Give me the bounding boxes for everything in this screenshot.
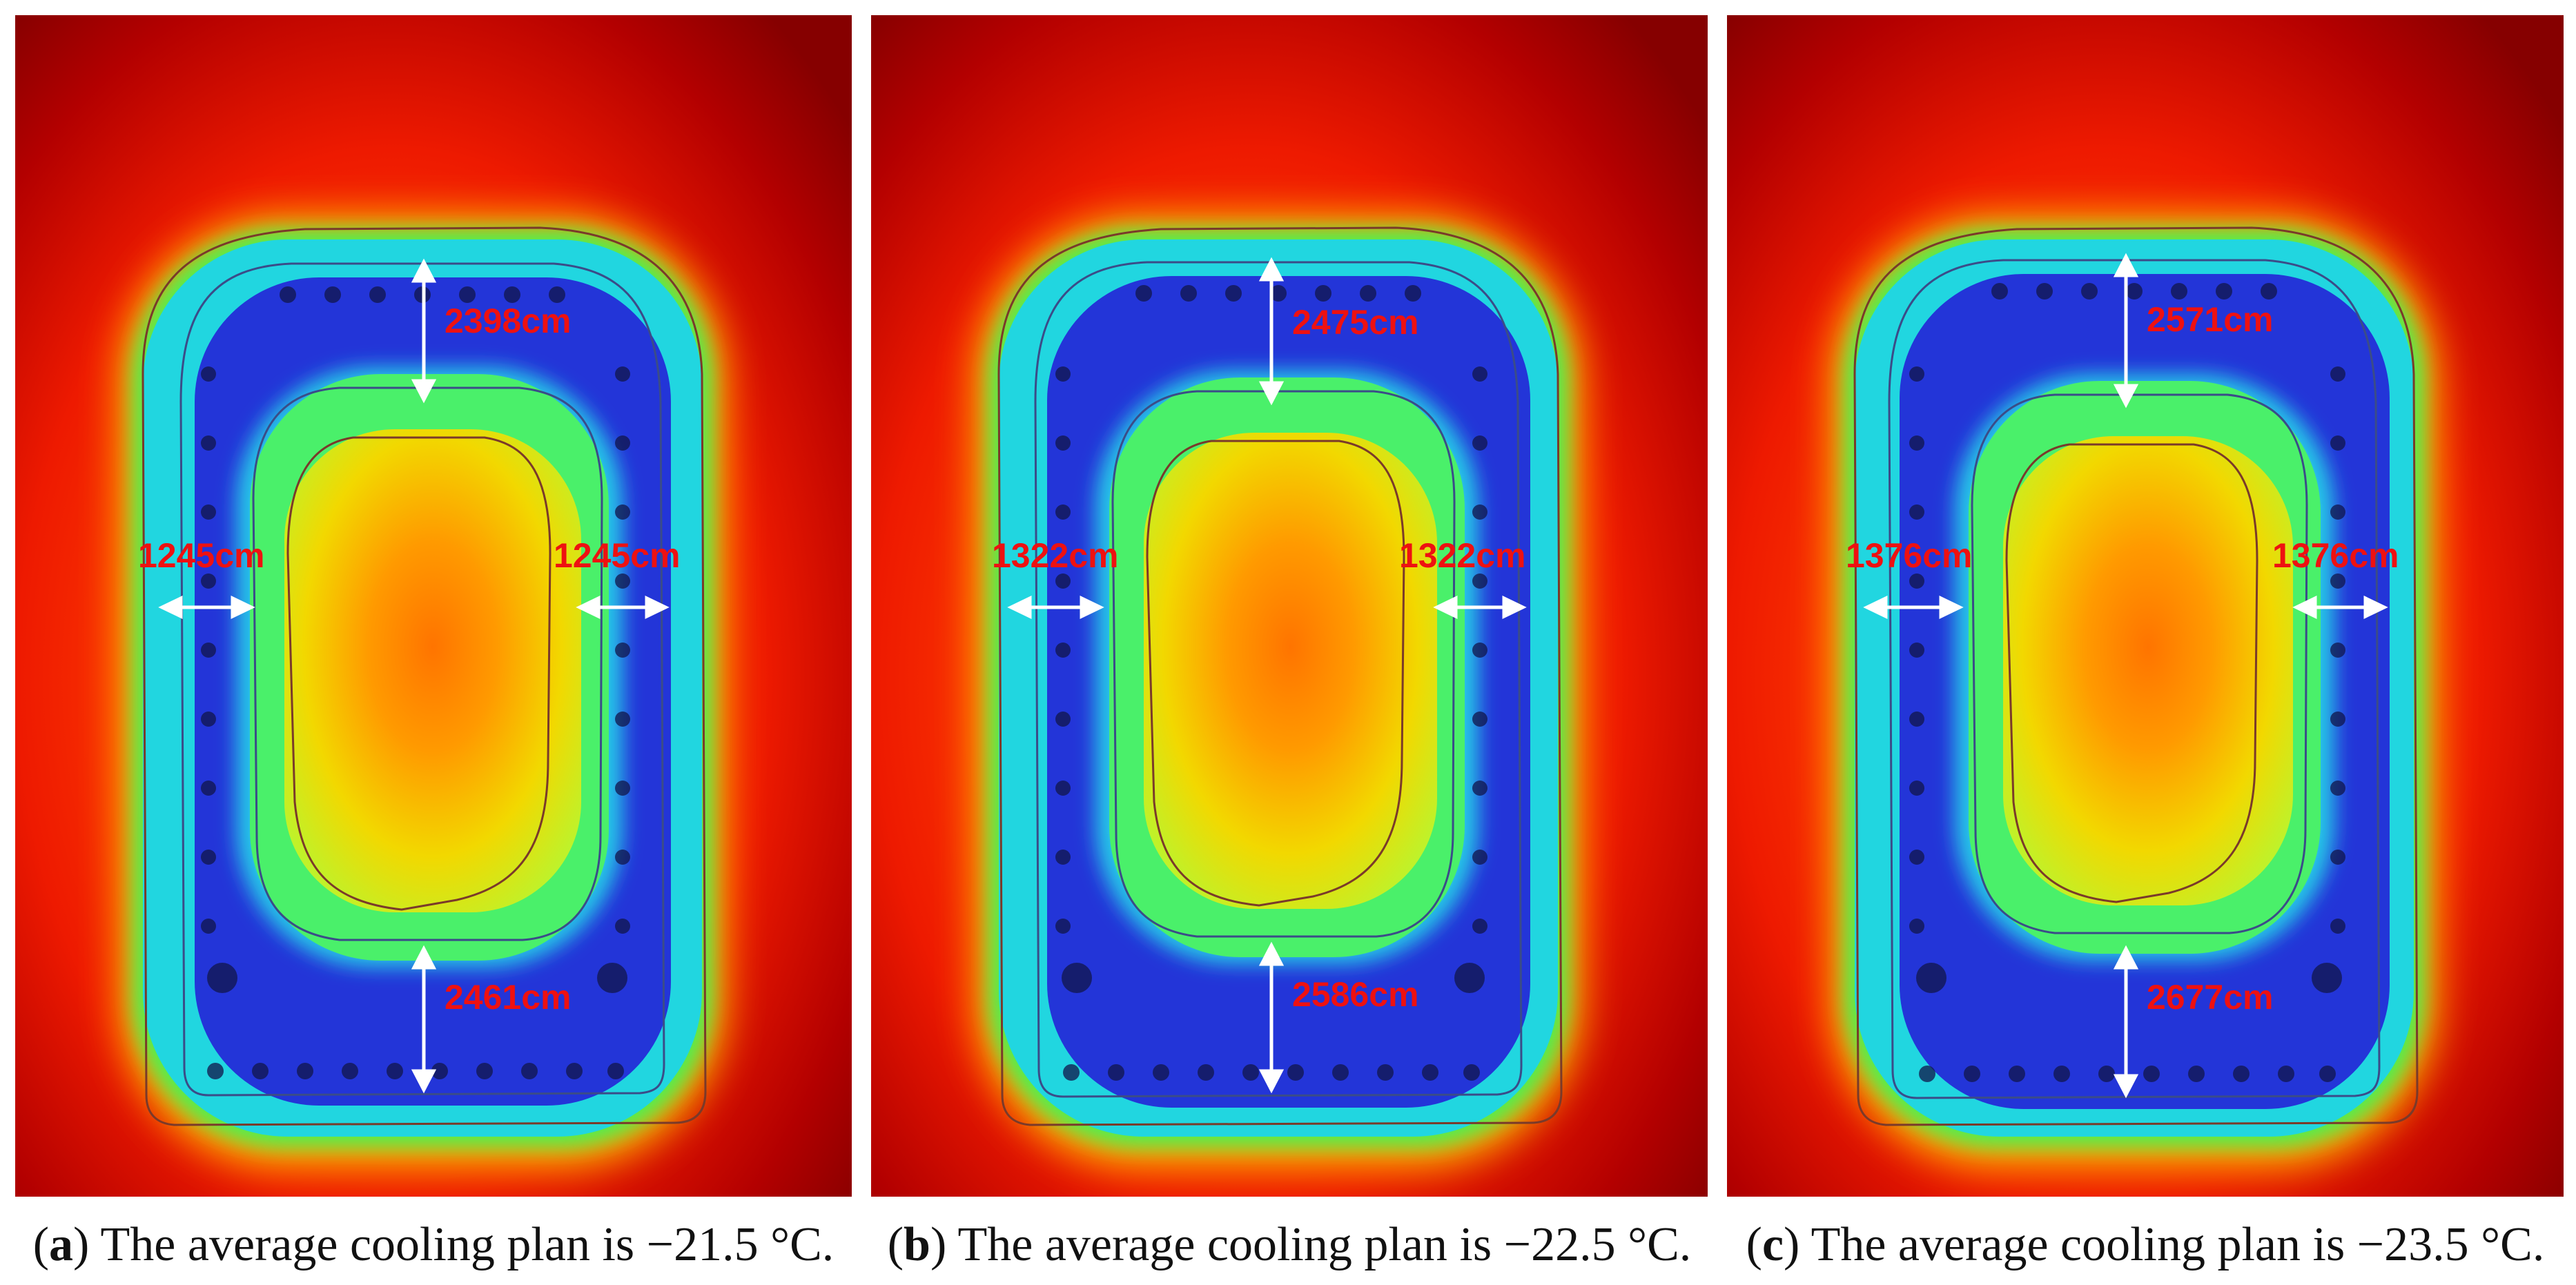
caption-text: ) The average cooling plan is −22.5 °C. <box>930 1218 1692 1271</box>
caption-b: (b) The average cooling plan is −22.5 °C… <box>871 1217 1708 1273</box>
left-distance-label: 1322cm <box>992 536 1119 575</box>
dimension-arrows <box>1007 257 1527 1094</box>
dimension-arrows <box>1863 253 2388 1099</box>
bottom-distance-label: 2586cm <box>1292 975 1419 1014</box>
heatmap-a: 2398cm 2461cm 1245cm 1245cm <box>15 15 852 1197</box>
caption-c: (c) The average cooling plan is −23.5 °C… <box>1727 1217 2564 1273</box>
caption-open: ( <box>32 1218 49 1271</box>
left-distance-label: 1376cm <box>1846 536 1973 575</box>
right-distance-label: 1376cm <box>2272 536 2399 575</box>
caption-letter: a <box>49 1218 73 1271</box>
caption-text: ) The average cooling plan is −23.5 °C. <box>1784 1218 2545 1271</box>
top-distance-label: 2571cm <box>2147 300 2274 339</box>
caption-letter: b <box>904 1218 930 1271</box>
panel-b: 2475cm 2586cm 1322cm 1322cm <box>871 15 1708 1197</box>
top-distance-label: 2475cm <box>1292 303 1419 342</box>
left-distance-label: 1245cm <box>138 536 265 575</box>
caption-a: (a) The average cooling plan is −21.5 °C… <box>15 1217 852 1273</box>
top-distance-label: 2398cm <box>445 302 572 340</box>
right-distance-label: 1245cm <box>554 536 681 575</box>
right-distance-label: 1322cm <box>1399 536 1526 575</box>
caption-letter: c <box>1762 1218 1784 1271</box>
bottom-distance-label: 2677cm <box>2147 978 2274 1017</box>
bottom-distance-label: 2461cm <box>445 978 572 1017</box>
caption-open: ( <box>887 1218 904 1271</box>
panel-c: 2571cm 2677cm 1376cm 1376cm <box>1727 15 2564 1197</box>
heatmap-c: 2571cm 2677cm 1376cm 1376cm <box>1727 15 2564 1197</box>
dimension-arrows <box>158 258 670 1094</box>
caption-text: ) The average cooling plan is −21.5 °C. <box>73 1218 835 1271</box>
panel-a: 2398cm 2461cm 1245cm 1245cm <box>15 15 852 1197</box>
caption-open: ( <box>1746 1218 1762 1271</box>
heatmap-b: 2475cm 2586cm 1322cm 1322cm <box>871 15 1708 1197</box>
